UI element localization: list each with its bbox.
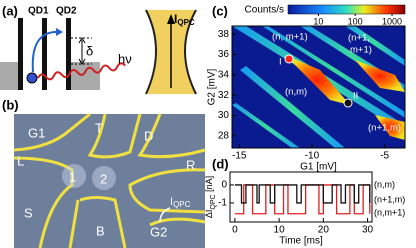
dot-circle [62,164,86,188]
y-tick-label: 32 [218,90,230,101]
y-tick-label: 36 [218,49,230,60]
gate-label: R [186,157,195,172]
electron [26,72,38,84]
current-sub: QPC [173,200,191,209]
panel-a: (a) QD1 QD2 δ hν IQPC [0,3,197,95]
colorbar-tick-label: 10 [313,16,323,26]
plot-frame [229,171,373,223]
annotation: II [353,91,358,102]
dot-label: 2 [100,171,107,186]
current-symbol: I [170,196,173,208]
tunnel-arrow [31,30,61,73]
annotation: (n+1, [348,33,370,44]
current-sub: QPC [177,18,195,27]
trace [234,184,371,215]
annotation: m+1) [350,45,372,56]
panel-label: (a) [2,3,18,18]
gate-label: T [95,120,103,135]
current-label: IQPC [174,12,195,27]
photon-label: hν [118,51,132,66]
lead [70,62,100,90]
gate-label: L [17,153,24,168]
current-symbol: I [174,12,177,26]
tunnel-arrow [56,28,63,36]
x-tick-label: 10 [274,225,286,236]
current-arrow [167,14,175,24]
y-tick-label: -1 [218,198,227,209]
colorbar-tick-label: 100 [348,16,363,26]
qpc-edge [145,9,197,95]
current-label: IQPC [170,196,191,209]
y-tick-label: 28 [218,130,230,141]
panel-label: (c) [212,3,228,18]
point-marker [284,54,294,64]
hot-region [375,115,405,140]
gate-label: D [144,128,153,143]
gate-label: G1 [28,125,45,140]
annotation: I [279,57,282,68]
y-tick-label: 0 [221,180,227,191]
delta-arrow [78,37,86,65]
x-tick-label: 30 [362,225,374,236]
annotation: (n,m+1) [374,207,405,217]
y-tick-label: 34 [218,69,230,80]
panel-label: (d) [212,156,229,171]
gate-label: B [96,223,105,238]
x-tick-label: 0 [232,225,238,236]
colorbar-tick-label: 1000 [382,16,402,26]
panel-b: (b) G1 T D L R S B G2 1 2 IQPC [2,97,206,248]
current-arrow [159,207,171,223]
dot-label: 1 [69,169,76,184]
gate-label: G2 [150,224,167,239]
y-tick-label: 30 [218,110,230,121]
x-tick-label: -5 [380,151,389,162]
qd1-label: QD1 [28,6,49,17]
delta-label: δ [86,43,93,58]
panel-label: (b) [2,97,19,112]
y-axis-sub: QPC [210,194,217,209]
annotation: (n,m) [374,179,395,189]
plot-frame [231,25,406,149]
barrier [18,18,23,90]
x-tick-label: -15 [232,151,247,162]
trace [234,184,371,204]
annotation: (n+1,m) [368,123,401,134]
x-axis-title: Time [ms] [279,236,323,247]
gate-label: S [24,205,33,220]
annotation: (n, m+1) [272,32,308,43]
y-axis-title: ΔIQPC [nA] [204,176,216,218]
colormap [232,26,405,148]
x-tick-label: 20 [318,225,330,236]
x-tick-label: -10 [305,151,320,162]
hot-region [355,60,405,92]
annotation: (n,m) [285,87,307,98]
barrier [42,18,47,90]
colorbar [287,4,406,15]
y-axis-unit: [nA] [204,176,214,195]
colorbar-label: Counts/s [245,5,284,16]
point-marker [343,98,353,108]
qd2-label: QD2 [56,6,77,17]
y-axis-symbol: ΔI [204,210,214,219]
barrier [66,18,71,90]
annotation: (n+1,m) [374,194,405,204]
y-axis-title: G2 [mV] [207,68,218,105]
dot-circle [92,166,116,190]
hot-region [285,55,350,105]
lead [0,62,20,90]
photon [37,62,126,81]
x-axis-title: G1 [mV] [300,162,337,173]
y-tick-label: 38 [218,29,230,40]
